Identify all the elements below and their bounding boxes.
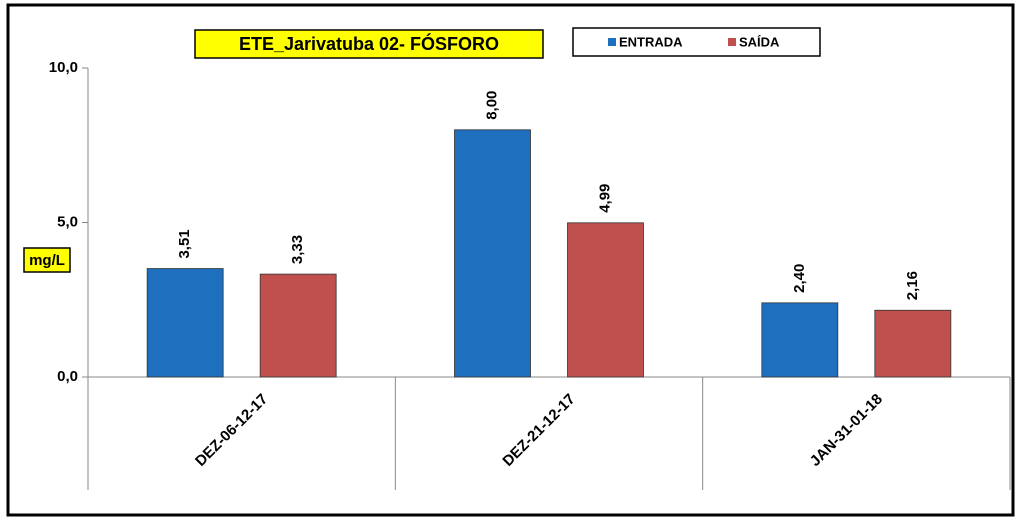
value-label: 2,40: [791, 264, 808, 293]
bar: [454, 129, 531, 378]
value-label: 3,33: [289, 235, 306, 264]
value-label: 2,16: [904, 271, 921, 300]
legend-label: SAÍDA: [739, 34, 780, 49]
bar: [146, 268, 224, 378]
y-tick-label: 10,0: [49, 59, 78, 76]
value-label: 8,00: [483, 91, 500, 120]
legend-swatch: [728, 38, 736, 46]
chart-title: ETE_Jarivatuba 02- FÓSFORO: [239, 33, 499, 54]
legend-swatch: [608, 38, 616, 46]
y-axis-label: mg/L: [29, 252, 65, 269]
y-tick-label: 5,0: [57, 213, 78, 230]
y-tick-label: 0,0: [57, 368, 78, 385]
bar: [259, 273, 337, 378]
value-label: 3,51: [176, 229, 193, 258]
y-label-box: [23, 247, 71, 273]
bar: [761, 302, 839, 378]
bar: [567, 222, 644, 378]
value-label: 4,99: [596, 184, 613, 213]
title-box: [194, 29, 544, 59]
legend-label: ENTRADA: [619, 34, 683, 49]
bar: [874, 309, 952, 378]
